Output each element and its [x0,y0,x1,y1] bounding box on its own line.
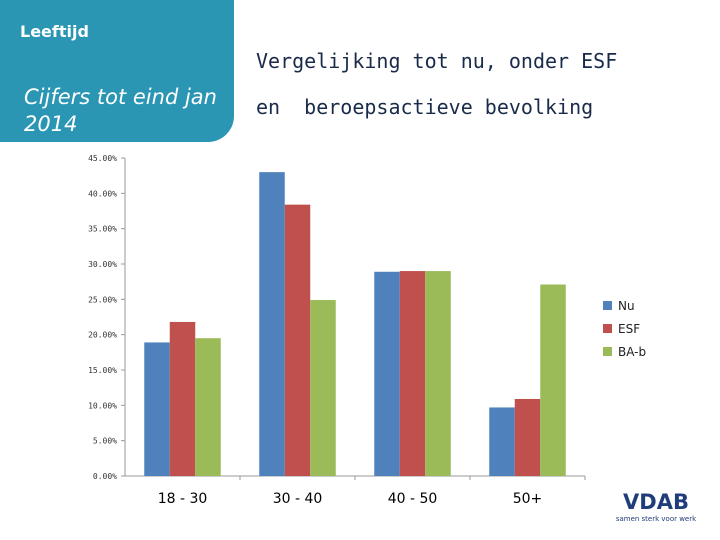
bar-esf-2 [284,204,311,476]
y-tick-label: 5.00% [93,437,117,446]
chart-legend: Nu ESF BA-b [603,299,646,359]
bar-ba-b-4 [540,284,566,476]
bar-esf-1 [169,321,196,476]
bar-nu-4 [489,407,515,476]
logo-tagline: samen sterk voor werk [615,515,697,523]
x-axis-categories: 18 - 30 30 - 40 40 - 50 50+ [158,476,586,507]
bar-ba-b-3 [425,271,451,476]
bar-nu-1 [144,342,170,476]
bar-nu-3 [374,271,400,476]
legend-swatch [603,324,612,333]
legend-swatch [603,301,612,310]
y-tick-label: 30.00% [88,260,117,269]
y-axis-ticks: 0.00% 5.00% 10.00% 15.00% 20.00% 25.00% 30.00%… [88,154,125,481]
title-line-2: en beroepsactieve bevolking [256,95,594,119]
bar-esf-3 [399,271,426,476]
bar-nu-2 [259,172,285,476]
logo-name: VDAB [623,490,689,514]
y-tick-label: 0.00% [93,472,117,481]
title-line-1: Vergelijking tot nu, onder ESF [256,49,618,73]
y-tick-label: 15.00% [88,366,117,375]
legend-label: ESF [618,322,640,336]
chart-bars [144,172,566,476]
y-tick-label: 20.00% [88,331,117,340]
y-tick-label: 25.00% [88,295,117,304]
y-tick-label: 10.00% [88,401,117,410]
subtitle: Cijfers tot eind jan 2014 [24,85,217,136]
bar-ba-b-2 [310,300,336,476]
bar-esf-4 [514,398,541,476]
x-category-label: 40 - 50 [388,491,438,507]
y-tick-label: 35.00% [88,225,117,234]
legend-swatch [603,347,612,356]
section-panel: Leeftijd Cijfers tot eind jan 2014 [0,0,234,142]
legend-label: Nu [618,299,635,313]
legend-label: BA-b [618,345,646,359]
section-label: Leeftijd [20,22,89,41]
page-title: Vergelijking tot nu, onder ESF en beroep… [256,38,617,130]
x-category-label: 18 - 30 [158,491,208,507]
bar-ba-b-1 [195,338,221,476]
y-tick-label: 45.00% [88,154,117,163]
y-tick-label: 40.00% [88,189,117,198]
vdab-logo: VDAB samen sterk voor werk [606,490,706,523]
x-category-label: 50+ [513,491,543,507]
x-category-label: 30 - 40 [273,491,323,507]
